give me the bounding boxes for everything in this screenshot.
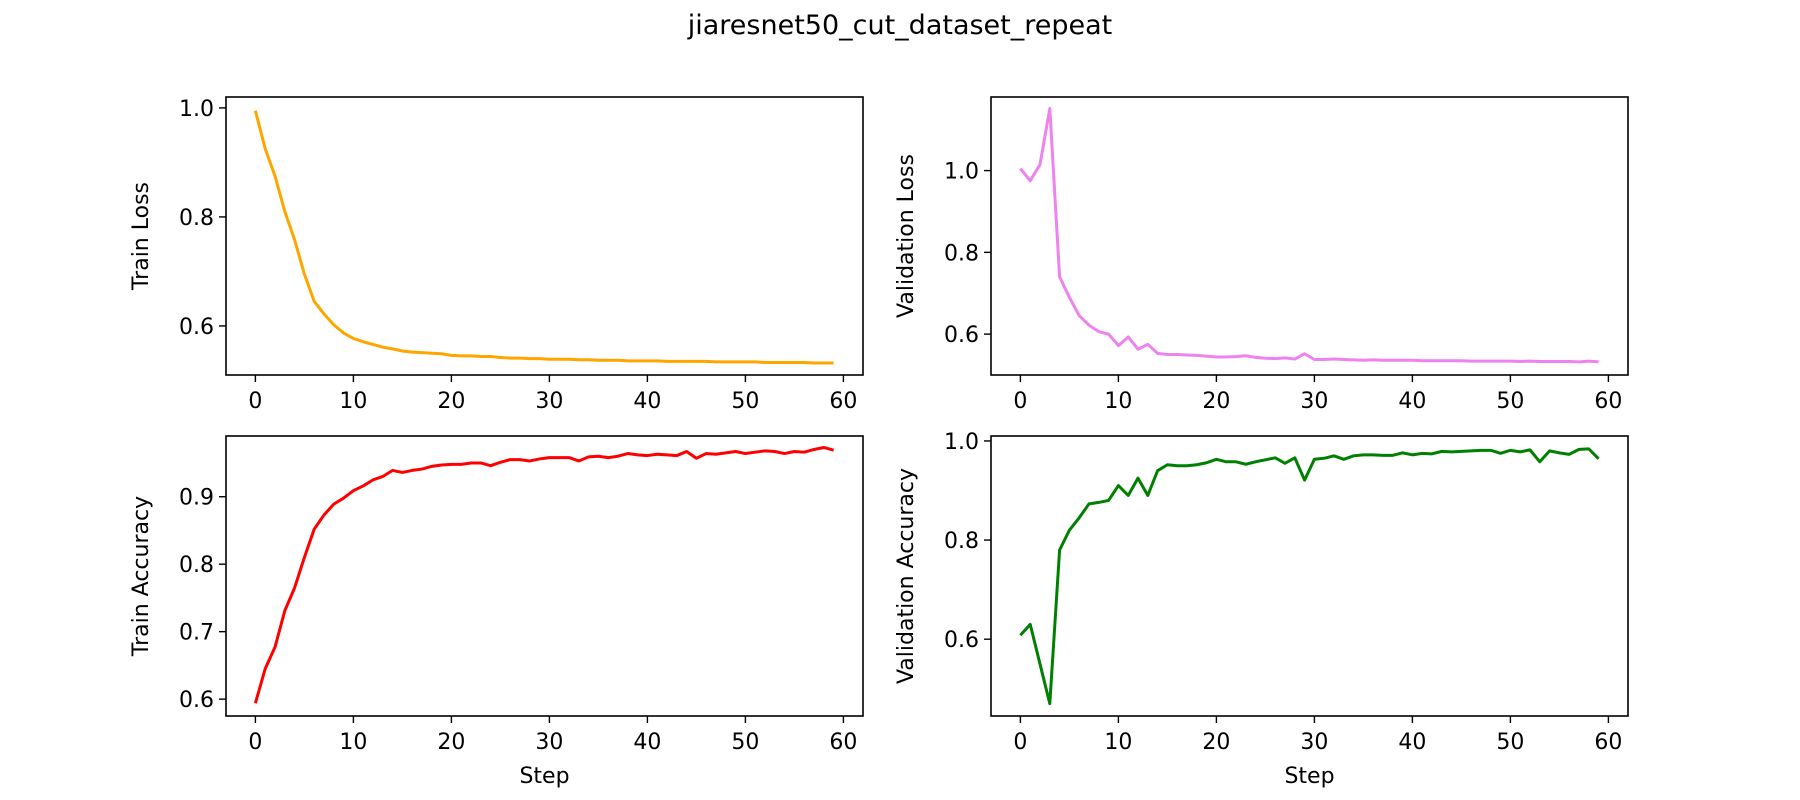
train-accuracy-x-tick-label: 40 <box>633 730 661 755</box>
train-loss-y-tick-label: 1.0 <box>179 97 214 122</box>
train-accuracy-x-tick-label: 10 <box>339 730 367 755</box>
validation-accuracy-x-tick-label: 50 <box>1496 730 1524 755</box>
subplot-validation-accuracy: 0 10 20 30 40 50 60 0.6 0.8 1.0 Validation Accurac… <box>894 430 1629 789</box>
validation-accuracy-x-axis-label: Step <box>1284 764 1334 789</box>
train-loss-x-tick-label: 60 <box>829 389 857 414</box>
validation-loss-x-tick-label: 50 <box>1496 389 1524 414</box>
validation-loss-y-tick-label: 0.8 <box>944 241 979 266</box>
subplot-validation-loss: 0 10 20 30 40 50 60 0.6 0.8 1.0 Validation Loss <box>894 96 1629 414</box>
figure-title: jiaresnet50_cut_dataset_repeat <box>687 10 1113 41</box>
train-loss-series-line <box>253 110 834 365</box>
train-accuracy-x-tick-label: 0 <box>248 730 262 755</box>
validation-accuracy-x-tick-label: 0 <box>1013 730 1027 755</box>
train-loss-x-tick-label: 20 <box>437 389 465 414</box>
train-accuracy-axes-frame <box>225 435 864 717</box>
subplot-train-accuracy: 0 10 20 30 40 50 60 0.6 0.7 0.8 0.9 Train Accuracy S… <box>129 435 864 789</box>
validation-loss-x-tick-label: 60 <box>1594 389 1622 414</box>
validation-loss-x-tick-label: 10 <box>1104 389 1132 414</box>
train-loss-x-tick-label: 50 <box>731 389 759 414</box>
train-accuracy-y-tick-label: 0.8 <box>179 553 214 578</box>
validation-accuracy-x-tick-label: 30 <box>1300 730 1328 755</box>
train-loss-x-tick-label: 0 <box>248 389 262 414</box>
train-accuracy-x-tick-label: 20 <box>437 730 465 755</box>
validation-accuracy-axes-frame <box>990 435 1629 717</box>
validation-loss-x-tick-label: 0 <box>1013 389 1027 414</box>
train-loss-x-tick-label: 30 <box>535 389 563 414</box>
validation-accuracy-series-line <box>1019 447 1600 706</box>
train-accuracy-x-tick-label: 50 <box>731 730 759 755</box>
validation-loss-y-axis-label: Validation Loss <box>894 154 919 318</box>
train-loss-x-tick-label: 10 <box>339 389 367 414</box>
validation-loss-series-line <box>1019 106 1599 364</box>
validation-accuracy-x-tick-label: 40 <box>1398 730 1426 755</box>
validation-accuracy-y-axis-label: Validation Accuracy <box>894 468 919 684</box>
validation-loss-axes-frame <box>990 96 1629 376</box>
train-accuracy-y-tick-label: 0.7 <box>179 621 214 646</box>
validation-accuracy-x-tick-label: 10 <box>1104 730 1132 755</box>
train-accuracy-x-tick-label: 30 <box>535 730 563 755</box>
validation-accuracy-y-tick-label: 0.8 <box>944 529 979 554</box>
train-accuracy-y-axis-label: Train Accuracy <box>129 496 154 657</box>
validation-accuracy-x-tick-label: 60 <box>1594 730 1622 755</box>
validation-accuracy-y-tick-label: 1.0 <box>944 430 979 455</box>
train-accuracy-x-tick-label: 60 <box>829 730 857 755</box>
validation-loss-x-tick-label: 20 <box>1202 389 1230 414</box>
train-loss-y-tick-label: 0.6 <box>179 315 214 340</box>
validation-loss-y-tick-label: 1.0 <box>944 160 979 185</box>
train-accuracy-x-axis-label: Step <box>519 764 569 789</box>
validation-loss-x-tick-label: 40 <box>1398 389 1426 414</box>
train-loss-axes-frame <box>225 96 864 376</box>
validation-accuracy-y-tick-label: 0.6 <box>944 628 979 653</box>
subplot-train-loss: 0 10 20 30 40 50 60 0.6 0.8 1.0 Train Loss <box>129 96 864 414</box>
train-accuracy-y-tick-label: 0.6 <box>179 688 214 713</box>
validation-loss-y-tick-label: 0.6 <box>944 323 979 348</box>
train-accuracy-series-line <box>253 445 834 704</box>
train-loss-y-axis-label: Train Loss <box>129 182 154 291</box>
train-loss-x-tick-label: 40 <box>633 389 661 414</box>
validation-loss-x-tick-label: 30 <box>1300 389 1328 414</box>
validation-accuracy-x-tick-label: 20 <box>1202 730 1230 755</box>
train-accuracy-y-tick-label: 0.9 <box>179 486 214 511</box>
train-loss-y-tick-label: 0.8 <box>179 206 214 231</box>
